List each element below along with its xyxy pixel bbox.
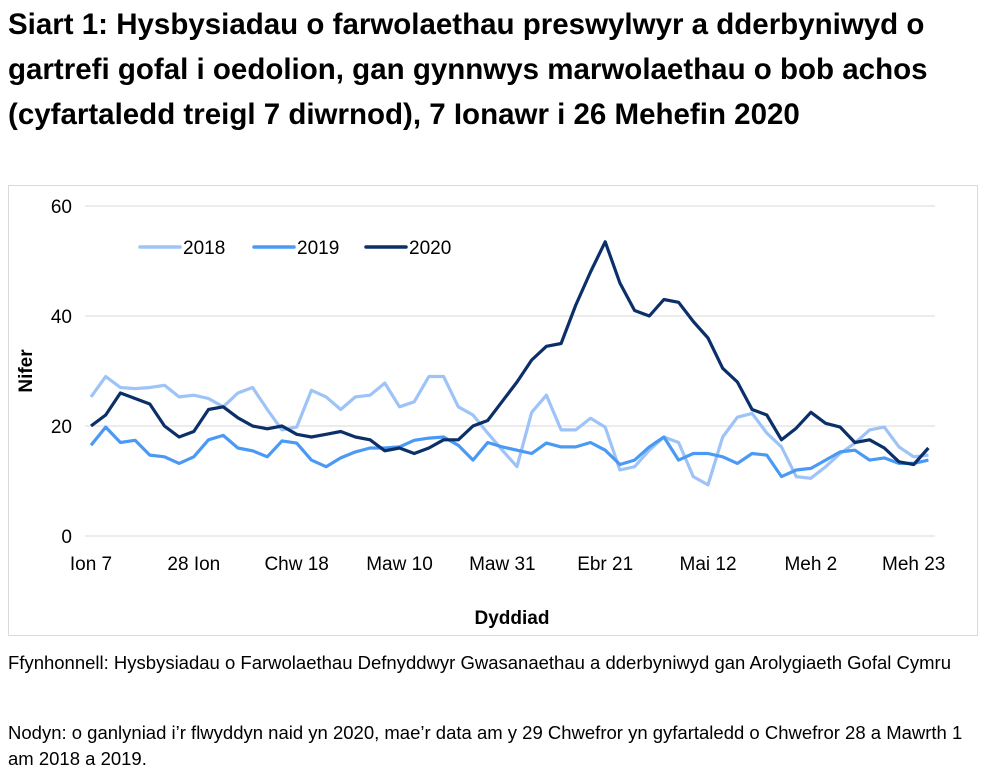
y-tick-label: 60 (51, 197, 72, 218)
x-tick-label: Ebr 21 (577, 554, 633, 575)
legend-label-2019: 2019 (297, 238, 339, 259)
line-chart: 0 20 40 60 Ion 7 28 Ion Chw 18 Maw 10 Maw 31 Ebr … (16, 197, 945, 629)
chart-frame (8, 185, 978, 636)
y-tick-label: 20 (51, 417, 72, 438)
x-tick-label: Mai 12 (680, 554, 737, 575)
x-tick-label: Meh 23 (882, 554, 945, 575)
series-line-2019 (89, 425, 929, 479)
chart-title: Siart 1: Hysbysiadau o farwolaethau pres… (8, 8, 928, 131)
footnote: Nodyn: o ganlyniad i’r flwyddyn naid yn … (8, 722, 963, 769)
x-tick-label: Maw 31 (469, 554, 536, 575)
x-tick-label: Meh 2 (784, 554, 837, 575)
x-tick-label: Chw 18 (264, 554, 328, 575)
source-note: Ffynhonnell: Hysbysiadau o Farwolaethau … (8, 652, 951, 673)
series-line-2020 (90, 240, 930, 467)
x-tick-label: Maw 10 (366, 554, 433, 575)
legend-label-2020: 2020 (409, 238, 451, 259)
x-tick-label: Ion 7 (70, 554, 112, 575)
y-tick-label: 0 (61, 527, 72, 548)
y-axis-label: Nifer (16, 349, 37, 393)
x-tick-label: 28 Ion (167, 554, 220, 575)
series-line-2018 (89, 374, 929, 487)
x-axis-label: Dyddiad (475, 608, 550, 629)
legend-label-2018: 2018 (183, 238, 225, 259)
y-tick-label: 40 (51, 307, 72, 328)
